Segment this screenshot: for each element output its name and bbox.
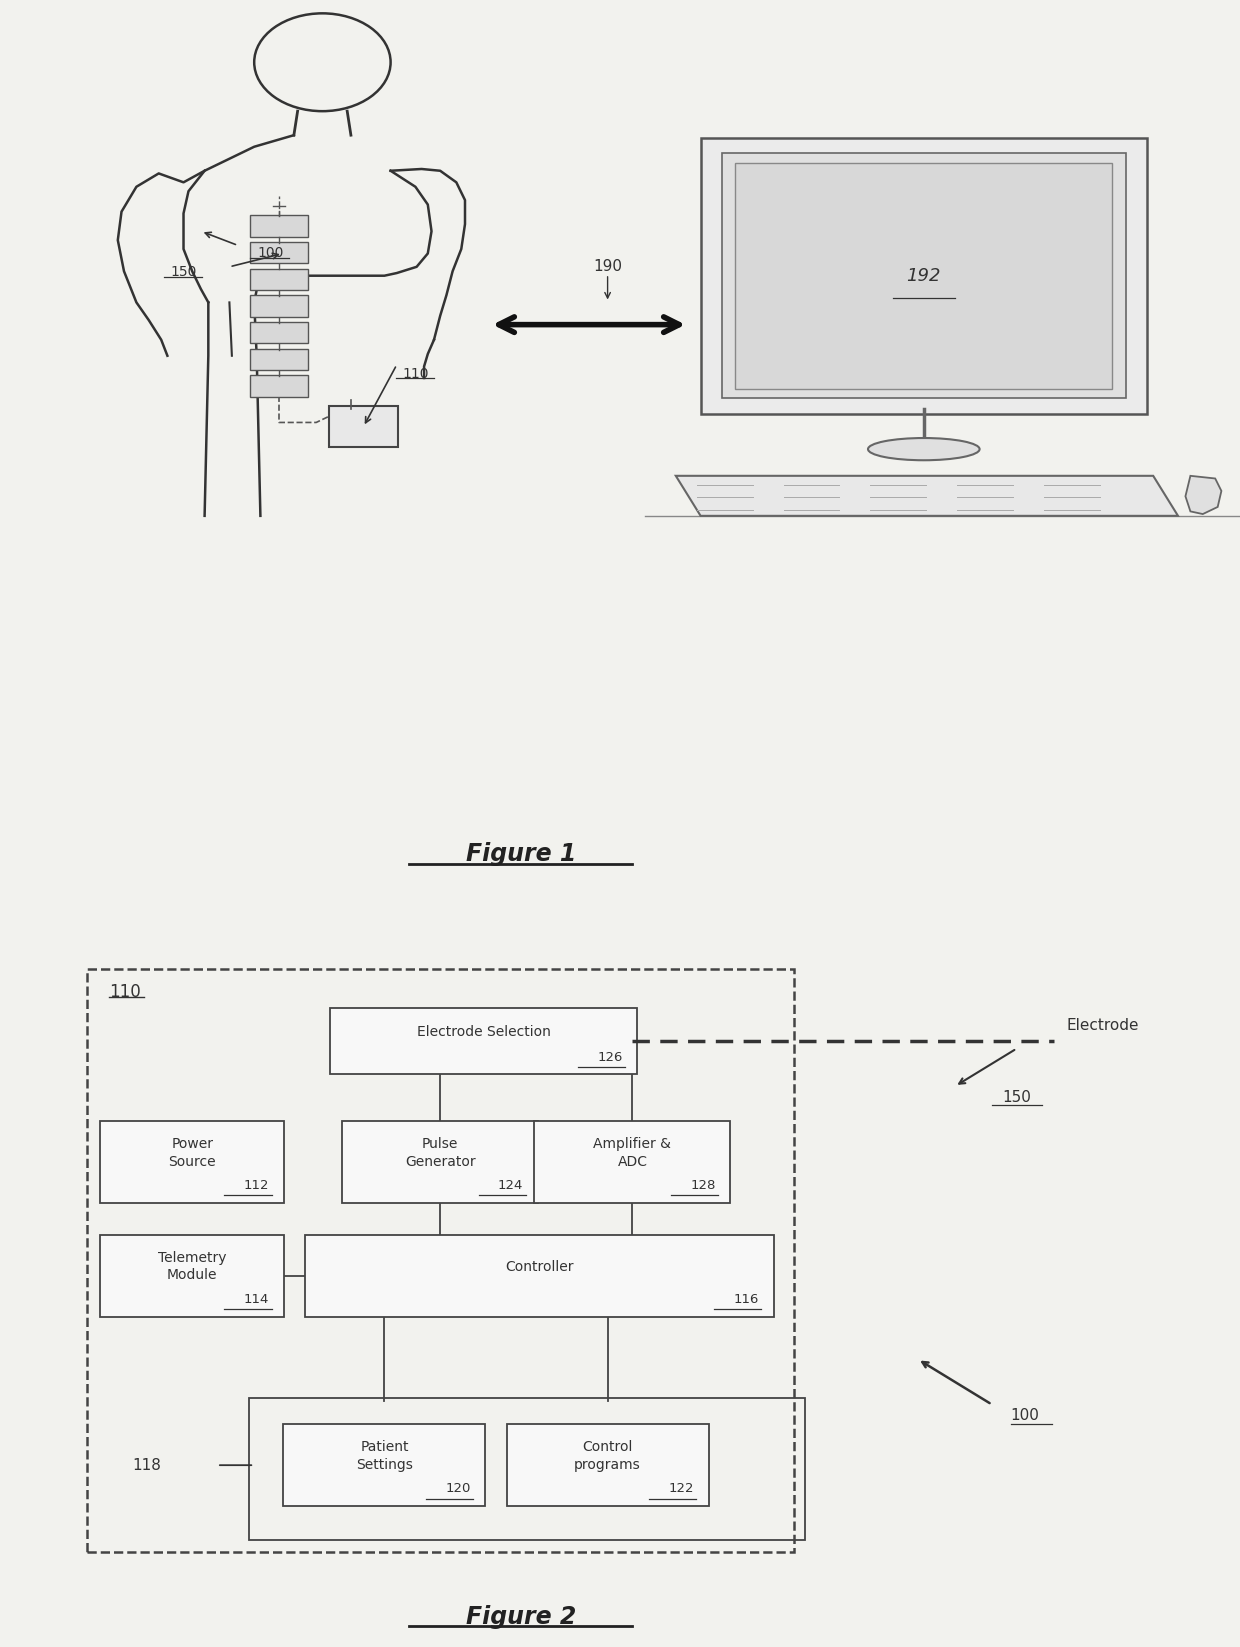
Text: Amplifier &
ADC: Amplifier & ADC <box>594 1138 671 1169</box>
FancyBboxPatch shape <box>100 1122 284 1202</box>
FancyBboxPatch shape <box>250 242 308 264</box>
Text: 100: 100 <box>257 247 284 260</box>
FancyBboxPatch shape <box>250 321 308 343</box>
Text: 110: 110 <box>402 367 429 380</box>
FancyBboxPatch shape <box>735 163 1112 389</box>
Text: 112: 112 <box>243 1179 269 1192</box>
FancyBboxPatch shape <box>283 1425 485 1505</box>
Polygon shape <box>1185 476 1221 514</box>
Text: Patient
Settings: Patient Settings <box>356 1441 413 1472</box>
Text: 192: 192 <box>906 267 941 285</box>
Text: 124: 124 <box>498 1179 523 1192</box>
Text: 118: 118 <box>133 1458 161 1472</box>
Text: 116: 116 <box>734 1293 759 1306</box>
FancyBboxPatch shape <box>329 407 398 448</box>
Text: 114: 114 <box>244 1293 269 1306</box>
Text: 150: 150 <box>1002 1090 1032 1105</box>
FancyBboxPatch shape <box>250 268 308 290</box>
FancyBboxPatch shape <box>701 138 1147 413</box>
Polygon shape <box>676 476 1178 516</box>
Text: 126: 126 <box>598 1051 622 1064</box>
Text: Electrode Selection: Electrode Selection <box>417 1024 551 1039</box>
Text: 110: 110 <box>109 983 141 1001</box>
Text: 150: 150 <box>170 265 197 278</box>
Ellipse shape <box>868 438 980 460</box>
FancyBboxPatch shape <box>305 1235 774 1316</box>
Text: Electrode: Electrode <box>1066 1018 1138 1033</box>
Text: 128: 128 <box>691 1179 715 1192</box>
Text: 120: 120 <box>445 1482 471 1495</box>
FancyBboxPatch shape <box>250 376 308 397</box>
Text: 100: 100 <box>1011 1408 1039 1423</box>
Text: Controller: Controller <box>505 1260 574 1273</box>
FancyBboxPatch shape <box>506 1425 709 1505</box>
Text: Pulse
Generator: Pulse Generator <box>405 1138 475 1169</box>
Text: Figure 1: Figure 1 <box>465 842 577 866</box>
Text: Figure 2: Figure 2 <box>465 1604 577 1629</box>
FancyBboxPatch shape <box>250 216 308 237</box>
FancyBboxPatch shape <box>342 1122 538 1202</box>
FancyBboxPatch shape <box>250 295 308 316</box>
Text: Power
Source: Power Source <box>169 1138 216 1169</box>
FancyBboxPatch shape <box>250 349 308 371</box>
Text: Control
programs: Control programs <box>574 1441 641 1472</box>
FancyBboxPatch shape <box>534 1122 730 1202</box>
Text: Telemetry
Module: Telemetry Module <box>157 1252 227 1283</box>
FancyBboxPatch shape <box>330 1008 637 1074</box>
Text: 190: 190 <box>593 259 622 275</box>
FancyBboxPatch shape <box>722 153 1126 399</box>
FancyBboxPatch shape <box>100 1235 284 1316</box>
Text: 122: 122 <box>668 1482 694 1495</box>
